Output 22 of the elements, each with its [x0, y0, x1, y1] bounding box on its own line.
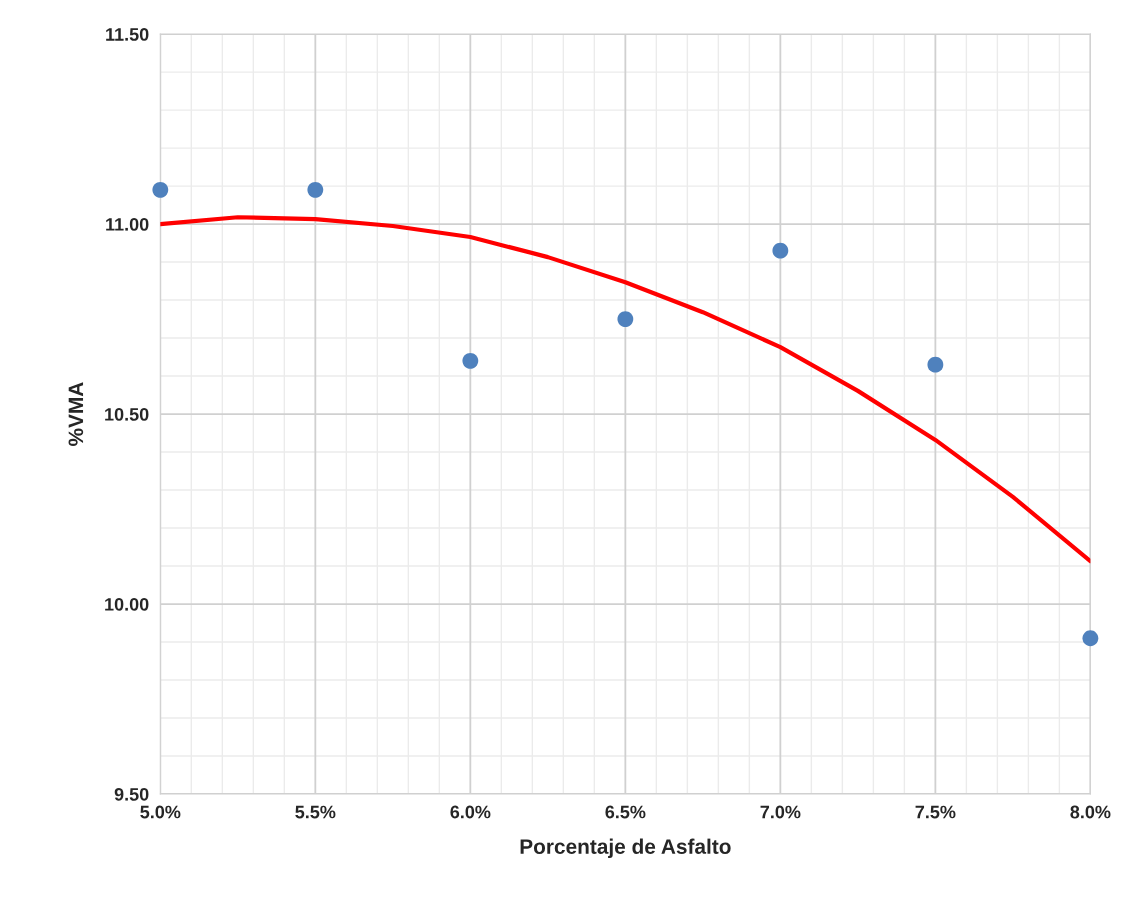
- x-tick-label: 5.5%: [295, 805, 336, 819]
- point: [307, 181, 324, 198]
- x-tick-label: 8.0%: [1070, 805, 1111, 819]
- y-tick-label: 11.50: [106, 28, 149, 41]
- line-series: [160, 215, 1091, 564]
- point: [927, 356, 944, 373]
- y-tick-label: 11.00: [106, 218, 149, 231]
- x-tick-label: 7.0%: [760, 805, 801, 819]
- point: [617, 311, 634, 327]
- x-tick-label: 7.5%: [915, 805, 956, 819]
- point: [462, 352, 479, 369]
- x-tick-label: 6.0%: [450, 805, 491, 819]
- y-tick-label: 9.50: [114, 787, 149, 801]
- x-tick-label: 6.5%: [605, 805, 646, 819]
- y-tick-label: 10.50: [105, 407, 149, 421]
- point: [772, 242, 789, 259]
- y-axis-title: %VMA: [68, 382, 84, 446]
- x-tick-label: 5.0%: [140, 805, 181, 819]
- y-tick-label: 10.00: [105, 597, 149, 611]
- point: [1082, 630, 1099, 647]
- point: [152, 181, 169, 198]
- x-axis-title: Porcentaje de Asfalto: [520, 838, 731, 859]
